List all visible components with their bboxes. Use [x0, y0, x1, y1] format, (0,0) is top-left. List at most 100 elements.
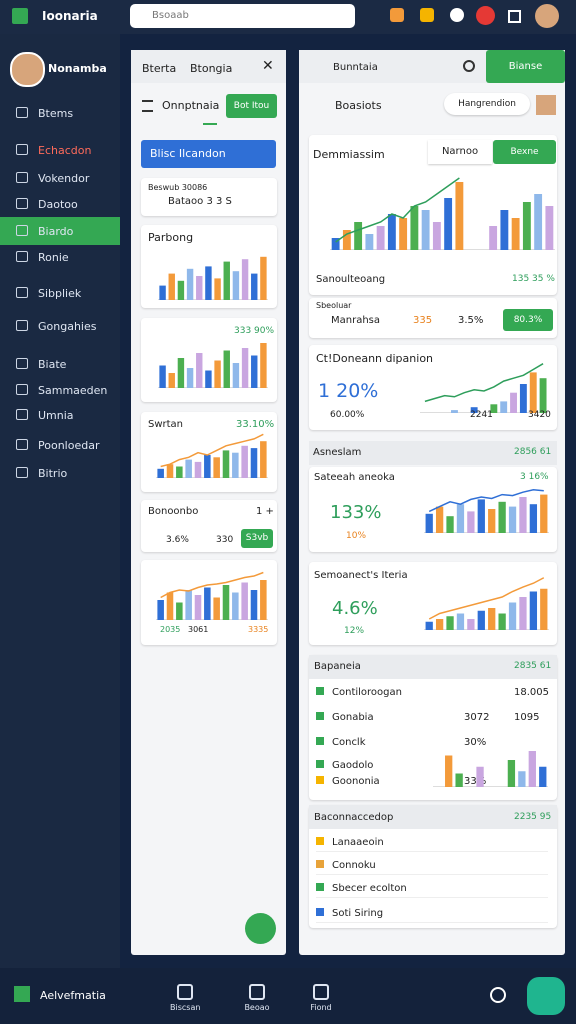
card-button[interactable]: Bexne	[493, 140, 556, 164]
avatar	[10, 52, 45, 87]
bar	[456, 504, 465, 533]
bar	[508, 602, 517, 630]
row-icon	[316, 776, 324, 784]
fab[interactable]	[245, 913, 276, 944]
active-nav-bg[interactable]	[0, 217, 120, 245]
bar	[166, 464, 174, 478]
card	[309, 345, 557, 430]
stat: 3.6%	[166, 535, 189, 545]
nav-item[interactable]: Sibpliek	[16, 287, 81, 300]
alert-icon	[476, 6, 495, 25]
bar	[455, 773, 463, 787]
axis-label: 3061	[188, 625, 209, 634]
nav-item[interactable]: Biate	[16, 358, 66, 371]
nav-icon	[16, 439, 28, 450]
nav-icon	[16, 467, 28, 478]
row-label: Conclk	[332, 737, 366, 748]
tab-underline	[203, 123, 217, 125]
bar	[251, 355, 258, 388]
bar	[157, 468, 164, 478]
nav-item[interactable]: Ronie	[16, 251, 69, 264]
list-icon	[142, 100, 153, 112]
tab[interactable]: Btongia	[190, 62, 233, 75]
bar	[260, 343, 267, 388]
bar	[446, 616, 454, 630]
bar	[232, 452, 239, 478]
mini-chart	[424, 577, 549, 630]
card-title: Bonoonbo	[148, 506, 199, 517]
list-row: Lanaaeoin	[316, 837, 548, 852]
nav-item[interactable]: Gongahies	[16, 320, 96, 333]
list-row: Soti Siring	[316, 908, 548, 923]
row-value: 18.005	[514, 687, 549, 698]
bar	[177, 280, 185, 300]
notification-icon	[390, 8, 404, 22]
bar	[476, 766, 484, 787]
bar	[241, 348, 249, 388]
list-row: Connoku	[316, 860, 548, 875]
settings-button[interactable]	[490, 987, 506, 1003]
bar	[470, 407, 478, 413]
card-button[interactable]: 80.3%	[503, 309, 553, 331]
trend-line	[428, 489, 544, 513]
trend-line	[160, 433, 264, 468]
bar	[365, 234, 374, 250]
search-icon[interactable]	[463, 60, 475, 72]
row-value: 3072	[464, 712, 490, 723]
nav-item[interactable]: Sammaeden	[16, 384, 107, 397]
bar	[214, 278, 221, 300]
nav-item[interactable]: Btems	[16, 107, 73, 120]
card	[141, 178, 277, 216]
bar	[157, 600, 164, 620]
section-header	[309, 655, 557, 679]
logo	[12, 8, 28, 24]
bar	[241, 259, 249, 300]
close-button[interactable]: ✕	[262, 58, 274, 74]
trend-line	[424, 363, 544, 403]
nav-item[interactable]: Biardo	[16, 225, 73, 238]
nav-item[interactable]: Vokendor	[16, 172, 89, 185]
heading-button[interactable]: Bot Itou	[226, 94, 277, 118]
bar	[467, 619, 475, 630]
bar	[222, 450, 230, 478]
bottom-tab[interactable]: Biscsan	[170, 984, 200, 1012]
tab-icon	[177, 984, 193, 1000]
bar	[529, 504, 538, 533]
nav-item[interactable]: Poonloedar	[16, 439, 99, 452]
nav-item[interactable]: Bitrio	[16, 467, 67, 480]
section-title: Baconnaccedop	[314, 812, 394, 823]
nav-item[interactable]: Echacdon	[16, 144, 91, 157]
bar	[260, 580, 267, 620]
bar	[204, 587, 211, 620]
section-value: 2856 61	[514, 447, 552, 457]
nav-label: Biate	[38, 358, 67, 371]
logo	[14, 986, 30, 1002]
bar	[232, 271, 240, 300]
bar	[260, 256, 267, 300]
bar	[186, 368, 194, 388]
big-value: 133%	[330, 502, 382, 523]
bottom-tab[interactable]: Fiond	[306, 984, 336, 1012]
bar	[241, 445, 248, 478]
panel-title: Bunntaia	[333, 62, 378, 73]
card-title: Semoanect's Iteria	[314, 570, 408, 581]
sub-value: 10%	[346, 531, 367, 541]
pill[interactable]: Narnoo	[428, 140, 492, 164]
nav-item[interactable]: Umnia	[16, 409, 74, 422]
pill[interactable]: Hangrendion	[444, 93, 530, 115]
bar	[534, 194, 543, 250]
tab[interactable]: Bterta	[142, 62, 177, 75]
axis-label: 2035	[160, 625, 181, 634]
list-row: Contiloroogan 18.005	[316, 687, 549, 701]
search-box[interactable]	[130, 4, 355, 28]
bottom-tab[interactable]: Beoao	[242, 984, 272, 1012]
card-title: Demmiassim	[313, 148, 385, 161]
header-button[interactable]: Bianse	[486, 50, 565, 83]
action-button[interactable]	[527, 977, 565, 1015]
primary-button[interactable]: Blisc Ilcandon	[141, 140, 276, 168]
card-button[interactable]: S3vb	[241, 529, 273, 548]
bar	[342, 230, 351, 250]
nav-icon	[16, 251, 28, 262]
bar	[186, 268, 194, 300]
nav-item[interactable]: Daotoo	[16, 198, 78, 211]
